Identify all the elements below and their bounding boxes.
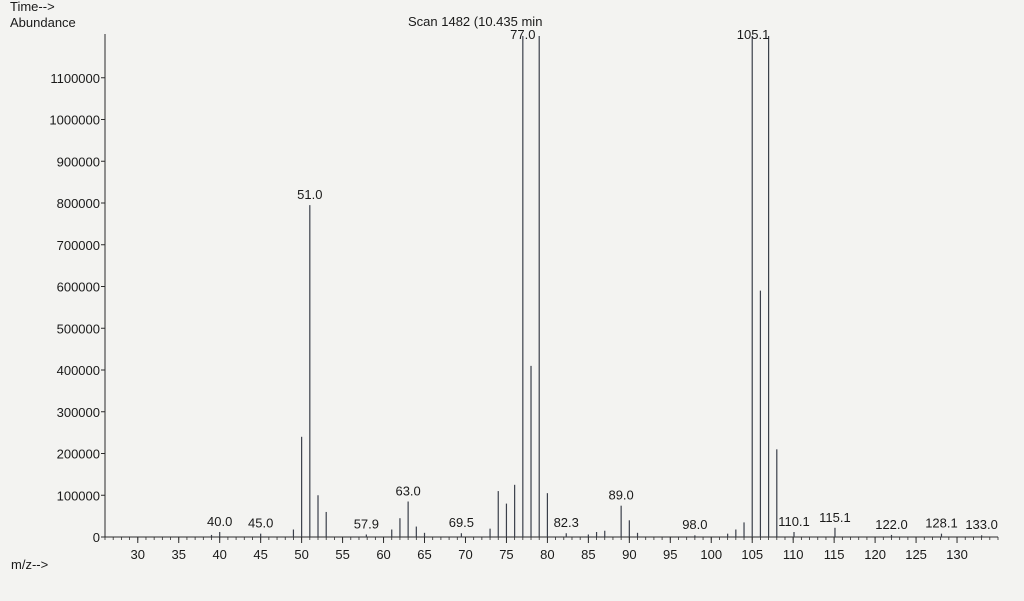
peak-label: 40.0 (207, 514, 232, 529)
time-label: Time--> (10, 0, 55, 14)
x-tick-label: 30 (131, 547, 145, 562)
peak-label: 89.0 (608, 488, 633, 503)
y-tick-label: 1000000 (49, 113, 100, 128)
peak-label: 98.0 (682, 517, 707, 532)
peak-label: 133.0 (965, 517, 998, 532)
y-tick-label: 200000 (57, 447, 100, 462)
x-tick-label: 90 (622, 547, 636, 562)
x-tick-label: 35 (171, 547, 185, 562)
x-tick-label: 105 (741, 547, 763, 562)
peak-label: 110.1 (778, 514, 810, 529)
y-tick-label: 600000 (57, 280, 100, 295)
y-tick-label: 300000 (57, 405, 100, 420)
x-tick-label: 70 (458, 547, 472, 562)
x-tick-label: 115 (824, 547, 845, 562)
peak-label: 69.5 (449, 515, 474, 530)
peak-label: 51.0 (297, 187, 322, 202)
peak-labels: 40.0 45.0 51.0 57.9 63.0 69.5 77.0 82.3 89.0 98.0… (207, 27, 998, 532)
x-tick-label: 85 (581, 547, 595, 562)
x-tick-label: 80 (540, 547, 554, 562)
peak-label: 77.0 (510, 27, 535, 42)
y-tick-label: 900000 (57, 154, 100, 169)
axes: 0 100000 200000 300000 400000 500000 600000 700… (49, 34, 999, 562)
x-tick-label: 50 (294, 547, 308, 562)
y-tick-label: 800000 (57, 196, 100, 211)
peak-label: 128.1 (925, 516, 958, 531)
x-tick-label: 75 (499, 547, 513, 562)
x-tick-label: 100 (700, 547, 722, 562)
peak-label: 115.1 (819, 510, 851, 525)
y-tick-label: 1100000 (50, 71, 100, 86)
x-tick-label: 65 (417, 547, 431, 562)
x-tick-label: 40 (212, 547, 226, 562)
abundance-label: Abundance (10, 15, 76, 30)
y-tick-label: 100000 (57, 488, 100, 503)
x-tick-label: 45 (253, 547, 267, 562)
peak-label: 45.0 (248, 516, 273, 531)
peak-label: 122.0 (875, 517, 908, 532)
y-tick-label: 700000 (57, 238, 100, 253)
peak-label: 63.0 (395, 484, 420, 499)
scan-title: Scan 1482 (10.435 min (408, 14, 542, 29)
peaks (210, 36, 983, 537)
x-axis-title: m/z--> (11, 557, 48, 572)
x-tick-label: 125 (905, 547, 927, 562)
x-tick-label: 110 (783, 547, 804, 562)
peak-label: 82.3 (554, 515, 579, 530)
y-tick-label: 500000 (57, 321, 100, 336)
peak-label: 57.9 (354, 516, 379, 531)
x-tick-label: 55 (335, 547, 349, 562)
y-tick-label: 400000 (57, 363, 100, 378)
x-tick-label: 60 (376, 547, 390, 562)
peak-label: 105.1 (737, 27, 770, 42)
x-tick-label: 95 (663, 547, 677, 562)
x-tick-label: 130 (946, 547, 968, 562)
x-tick-label: 120 (864, 547, 886, 562)
y-tick-label: 0 (93, 530, 100, 545)
